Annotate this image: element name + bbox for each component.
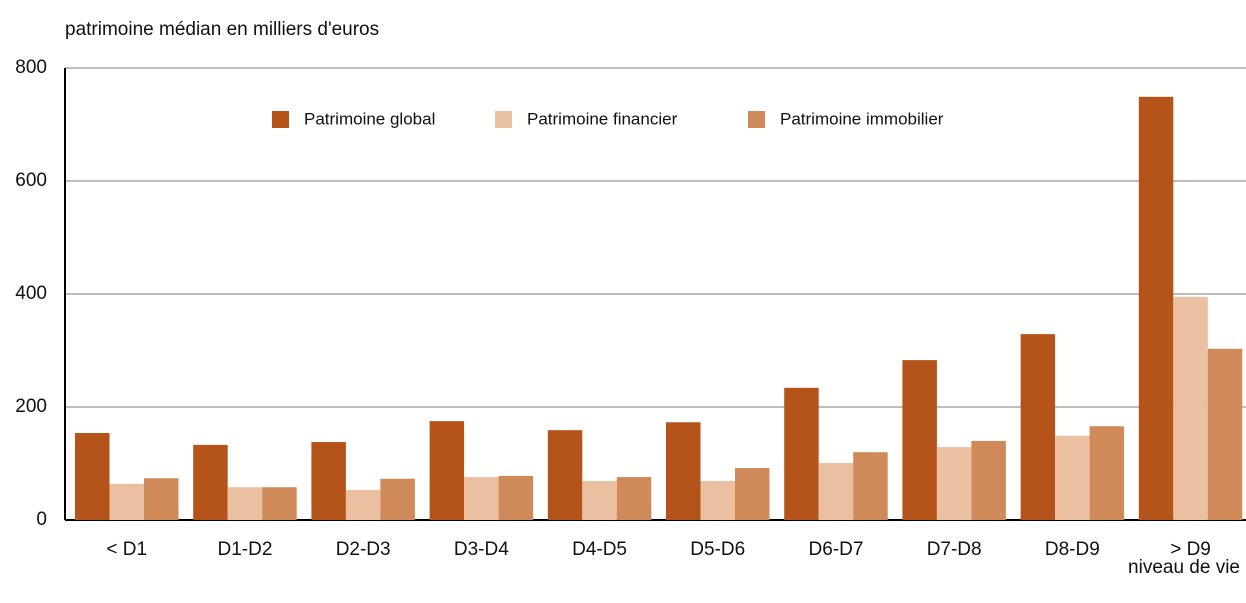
bar (311, 442, 346, 520)
bar (464, 477, 499, 520)
x-axis-label: niveau de vie (1128, 557, 1240, 578)
bar (1138, 96, 1174, 520)
bar (818, 462, 854, 520)
y-tick-label: 200 (15, 396, 47, 417)
bar (262, 487, 297, 520)
x-tick-label: D4-D5 (572, 539, 627, 560)
bar (666, 422, 701, 520)
bar (971, 440, 1006, 520)
legend-label: Patrimoine global (304, 109, 435, 128)
y-tick-label: 0 (36, 509, 47, 530)
bar (109, 483, 144, 520)
legend-swatch (272, 111, 289, 128)
x-tick-label: D2-D3 (336, 539, 391, 560)
x-tick-label: D5-D6 (690, 539, 745, 560)
bar (227, 487, 263, 520)
bar (1020, 334, 1056, 520)
y-tick-label: 600 (15, 170, 47, 191)
bar (853, 452, 888, 520)
x-tick-label: D7-D8 (927, 539, 982, 560)
bar (75, 432, 110, 520)
bar (936, 447, 972, 520)
y-tick-label: 400 (15, 283, 47, 304)
legend-swatch (748, 111, 765, 128)
bar (429, 421, 465, 520)
bar (700, 481, 735, 520)
legend-label: Patrimoine immobilier (780, 109, 944, 128)
bar (547, 430, 583, 520)
legend-swatch (495, 111, 512, 128)
y-axis-label: patrimoine médian en milliers d'euros (65, 19, 379, 40)
bar (498, 475, 534, 520)
bar (582, 481, 617, 520)
x-tick-label: D8-D9 (1045, 539, 1100, 560)
legend-label: Patrimoine financier (527, 109, 678, 128)
x-tick-label: < D1 (106, 539, 147, 560)
bar (784, 387, 819, 520)
bar (345, 490, 381, 520)
bar (1207, 348, 1243, 520)
bar (193, 444, 228, 520)
bar (380, 478, 415, 520)
x-tick-label: D3-D4 (454, 539, 509, 560)
bar (735, 468, 770, 520)
bar (616, 477, 652, 520)
bar (902, 360, 937, 520)
bar (1055, 435, 1090, 520)
x-tick-label: > D9 (1170, 539, 1211, 560)
x-tick-label: D1-D2 (217, 539, 272, 560)
x-tick-label: D6-D7 (808, 539, 863, 560)
bar (1089, 426, 1125, 520)
y-tick-label: 800 (15, 57, 47, 78)
bar (1173, 296, 1208, 520)
bar (144, 478, 179, 520)
